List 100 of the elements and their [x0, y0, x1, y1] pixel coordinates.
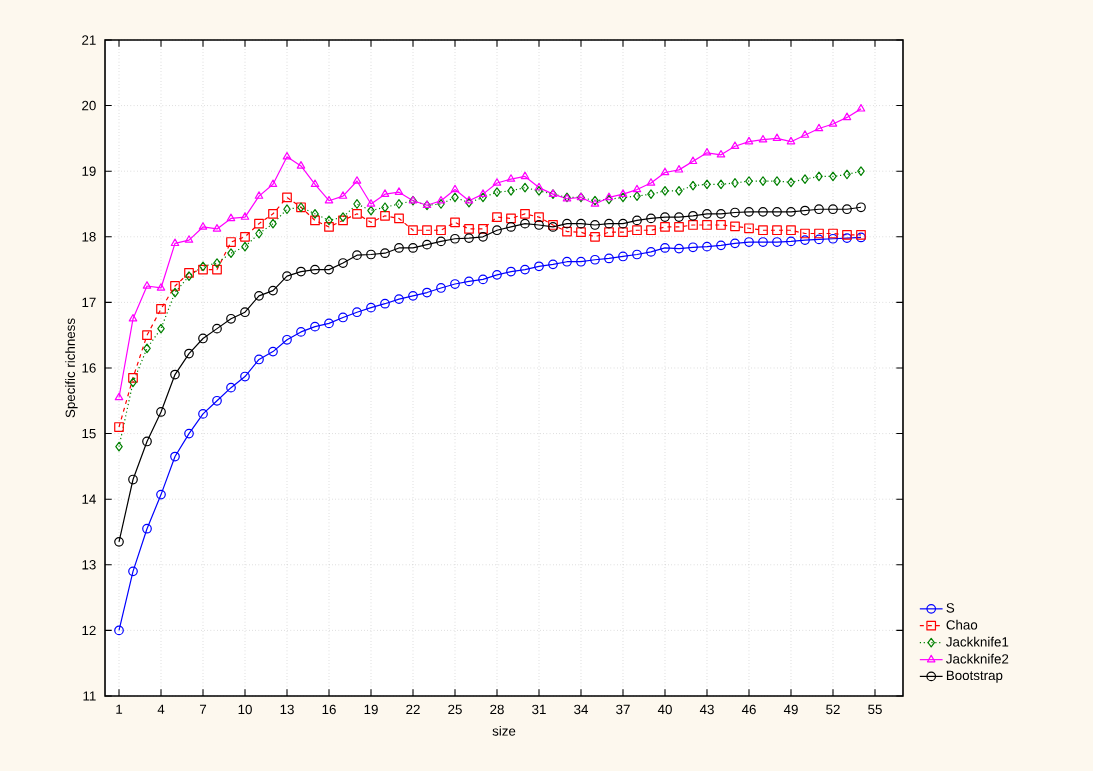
point: [296, 266, 306, 277]
point: [380, 189, 390, 197]
point: [157, 323, 165, 334]
x-tick-label: 34: [574, 704, 589, 715]
point: [772, 225, 782, 236]
point: [198, 222, 208, 230]
point: [506, 266, 516, 277]
point: [758, 206, 768, 217]
point: [730, 238, 740, 249]
point: [212, 395, 222, 406]
point: [226, 213, 236, 222]
point: [339, 212, 347, 222]
point: [702, 220, 712, 230]
point: [828, 228, 838, 239]
point: [618, 227, 628, 238]
point: [675, 186, 683, 196]
point: [786, 225, 796, 236]
point: [380, 298, 390, 309]
point: [366, 217, 376, 228]
point: [465, 197, 473, 208]
point: [814, 204, 824, 215]
y-tick-label: 11: [83, 691, 96, 701]
point: [829, 171, 837, 182]
point: [268, 285, 278, 296]
point: [702, 147, 712, 156]
point: [353, 199, 361, 209]
point: [240, 212, 250, 220]
point: [632, 215, 642, 226]
point: [296, 327, 306, 337]
legend-label: S: [946, 603, 955, 613]
x-tick-label: 55: [868, 704, 882, 714]
point: [758, 134, 768, 143]
point: [702, 241, 712, 252]
y-tick-label: 13: [82, 560, 96, 570]
point: [268, 208, 278, 219]
legend-label: Bootstrap: [946, 670, 1003, 683]
x-tick-label: 28: [490, 704, 504, 715]
point: [492, 269, 502, 280]
point: [772, 206, 782, 217]
point: [254, 290, 264, 301]
x-tick-label: 49: [783, 704, 798, 715]
x-tick-label: 1: [116, 704, 123, 714]
point: [227, 248, 235, 259]
point: [758, 237, 768, 247]
point: [464, 224, 474, 234]
point: [255, 228, 263, 239]
point: [521, 182, 529, 193]
point: [534, 182, 544, 191]
x-tick-label: 43: [699, 704, 714, 715]
legend-label: Chao: [946, 619, 978, 630]
point: [674, 243, 684, 254]
point: [618, 189, 628, 197]
point: [478, 274, 488, 285]
point: [366, 199, 376, 207]
point: [801, 174, 809, 184]
point: [548, 259, 558, 270]
point: [282, 334, 292, 345]
point: [604, 218, 614, 229]
point: [450, 184, 460, 193]
point: [324, 264, 334, 275]
point: [282, 151, 292, 160]
x-tick-label: 4: [157, 704, 165, 714]
point: [507, 186, 515, 196]
point: [296, 161, 306, 169]
y-axis-title: Specific richness: [65, 318, 78, 418]
point: [450, 217, 460, 228]
point: [800, 228, 810, 239]
point: [478, 189, 488, 197]
point: [604, 192, 614, 201]
point: [576, 218, 586, 229]
point: [212, 264, 222, 275]
point: [534, 261, 544, 272]
point: [128, 313, 138, 322]
point: [534, 220, 544, 230]
point: [170, 451, 180, 462]
point: [590, 231, 600, 242]
point: [338, 258, 348, 268]
point: [576, 256, 586, 267]
point: [660, 243, 670, 253]
point: [395, 199, 403, 209]
point: [619, 192, 627, 203]
point: [703, 179, 711, 190]
point: [618, 218, 628, 229]
point: [479, 192, 487, 203]
point: [688, 220, 698, 230]
y-tick-label: 21: [82, 35, 96, 45]
point: [240, 371, 250, 382]
point: [394, 294, 404, 304]
point: [156, 407, 166, 417]
x-tick-label: 25: [448, 704, 462, 715]
point: [394, 243, 404, 253]
point: [324, 222, 334, 232]
point: [184, 235, 194, 243]
point: [688, 242, 698, 253]
point: [745, 176, 753, 186]
point: [450, 279, 460, 289]
point: [590, 199, 600, 207]
point: [226, 313, 236, 324]
x-tick-label: 31: [532, 704, 546, 715]
point: [184, 348, 194, 359]
